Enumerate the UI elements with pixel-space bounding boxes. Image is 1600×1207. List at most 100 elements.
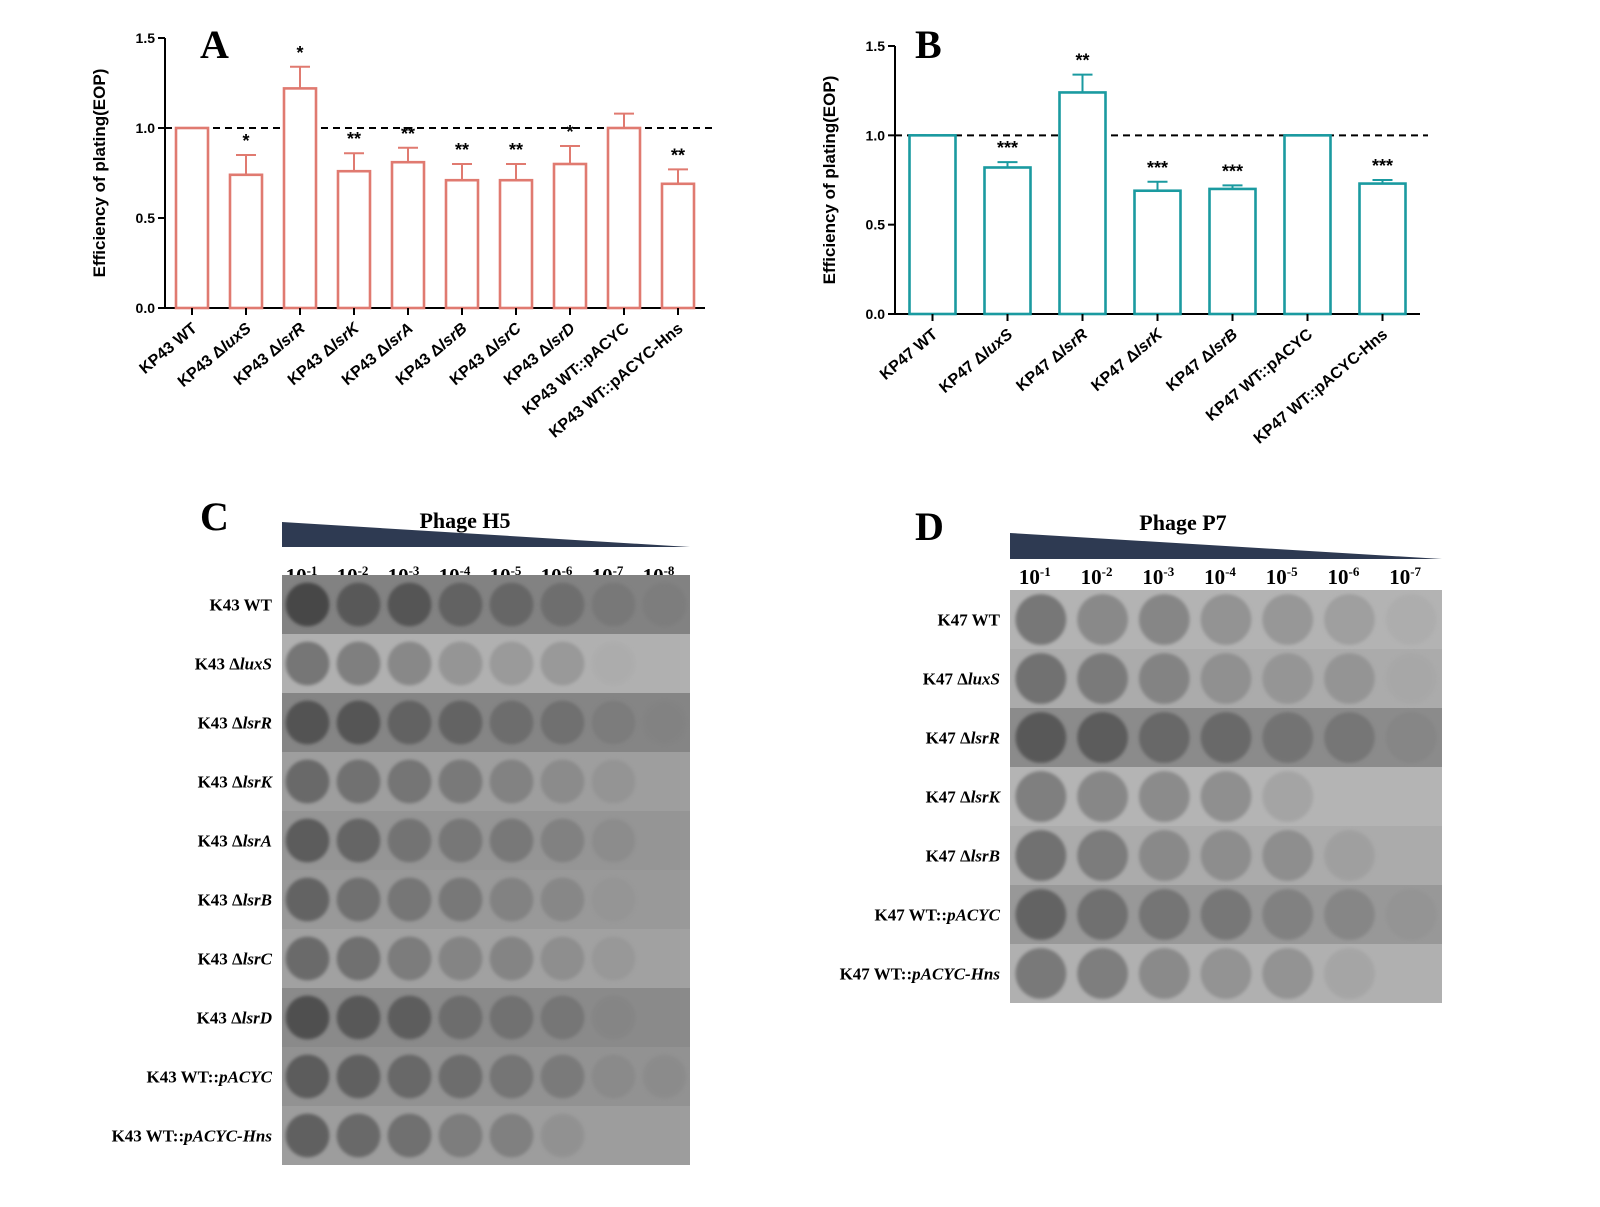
dilution-label: 10-1 — [1019, 564, 1051, 589]
plaque-spot — [1324, 594, 1375, 645]
x-tick-label-kp47-wt: KP47 WT — [877, 326, 941, 384]
plaque-spot — [1324, 830, 1375, 881]
plate-panel-d: D Phage P7 10-1 10-2 10-3 10-4 10-5 10-6 10-7 K… — [840, 504, 1442, 1003]
bar-kp43-lsrc — [498, 178, 534, 310]
dilution-label: 10-2 — [1081, 564, 1113, 589]
plaque-spot — [1262, 830, 1314, 881]
plaque-spot — [1324, 712, 1375, 763]
plaque-spot — [642, 1054, 687, 1099]
panel-letter-b: B — [915, 22, 942, 67]
plaque-spot — [285, 936, 330, 981]
plaque-spot — [1077, 712, 1128, 763]
y-tick-label-b: 0.5 — [866, 217, 886, 233]
plaque-spot — [540, 641, 585, 686]
bar-kp47-lsrr — [1058, 91, 1107, 316]
plaque-spot — [540, 759, 585, 804]
x-tick-label-kp47-lsrk: KP47 ΔlsrK — [1088, 325, 1167, 395]
plaque-spot — [1015, 830, 1067, 881]
bar-kp43-lsrr — [282, 87, 318, 310]
significance-kp43-luxs: * — [242, 131, 249, 151]
chart-panel-a: A Efficiency of plating(EOP) 0.0 0.5 1.0 1.5… — [90, 22, 713, 442]
significance-kp43-lsrk: ** — [347, 129, 361, 149]
plaque-spot — [1015, 889, 1067, 940]
row-label-k47-luxs: K47 ΔluxS — [923, 670, 1000, 689]
y-tick-label-a: 0.5 — [136, 210, 156, 226]
row-label-k43-wt-pacyc: K43 WT::pACYC — [147, 1068, 273, 1087]
plaque-spot — [1015, 948, 1067, 999]
plaque-spot — [438, 1113, 483, 1158]
plaque-spot — [489, 936, 534, 981]
significance-kp43-lsrr: * — [296, 43, 303, 63]
plaque-spot — [285, 818, 330, 863]
plaque-spot — [285, 641, 330, 686]
plaque-spot — [438, 818, 483, 863]
significance-kp47-lsrb: *** — [1222, 161, 1243, 181]
plaque-spot — [591, 995, 636, 1040]
plaque-spot — [387, 759, 432, 804]
plaque-spot — [1200, 594, 1252, 645]
plaque-spot — [1200, 889, 1252, 940]
bar-kp43-wt — [174, 126, 210, 310]
y-axis-title-b: Efficiency of plating(EOP) — [820, 76, 839, 285]
y-tick-label-b: 0.0 — [866, 306, 886, 322]
plaque-spot — [336, 818, 381, 863]
y-tick-label-a: 1.5 — [136, 30, 156, 46]
plaque-spot — [438, 582, 483, 627]
plaque-spot — [285, 877, 330, 922]
plaque-spot — [1138, 771, 1190, 822]
plaque-spot — [591, 877, 636, 922]
plaque-spot — [1077, 830, 1128, 881]
plaque-spot — [387, 995, 432, 1040]
y-tick-label-a: 0.0 — [136, 300, 156, 316]
bar-kp47-wt-pacyc-hns — [1358, 182, 1407, 316]
plaque-spot — [1138, 948, 1190, 999]
plaque-spot — [1262, 948, 1314, 999]
plaque-spot — [540, 1113, 585, 1158]
plaque-spot — [591, 1054, 636, 1099]
x-tick-label-kp47-wt-pacyc-hns: KP47 WT::pACYC-Hns — [1251, 326, 1391, 448]
plaque-spot — [285, 995, 330, 1040]
plaque-spot — [1077, 889, 1128, 940]
plaque-spot — [336, 700, 381, 745]
dilution-wedge-d — [1010, 533, 1442, 559]
dilution-label: 10-3 — [1142, 564, 1174, 589]
bar-kp43-wt-pacyc-hns — [660, 182, 696, 310]
bar-kp47-lsrb — [1208, 187, 1257, 316]
plaque-spot — [387, 936, 432, 981]
row-label-k47-wt-pacyc-hns: K47 WT::pACYC-Hns — [840, 965, 1001, 984]
significance-kp47-lsrk: *** — [1147, 158, 1168, 178]
plaque-spot — [336, 877, 381, 922]
plaque-spot — [1200, 948, 1252, 999]
plaque-spot — [489, 1113, 534, 1158]
significance-kp43-lsrd: * — [566, 122, 573, 142]
plaque-spot — [489, 582, 534, 627]
plaque-spot — [489, 818, 534, 863]
plaque-spot — [1015, 594, 1067, 645]
plaque-spot — [1200, 830, 1252, 881]
plaque-spot — [540, 877, 585, 922]
chart-panel-b: B Efficiency of plating(EOP) 0.0 0.5 1.0 1.5… — [820, 22, 1428, 448]
plaque-spot — [489, 877, 534, 922]
plaque-spot — [1138, 594, 1190, 645]
plaque-spot — [1077, 771, 1128, 822]
plaque-spot — [336, 582, 381, 627]
plaque-spot — [1385, 712, 1437, 763]
x-tick-label-kp47-luxs: KP47 ΔluxS — [936, 326, 1016, 397]
bar-kp47-wt-pacyc — [1283, 134, 1332, 316]
dilution-label: 10-5 — [1266, 564, 1298, 589]
plaque-spot — [1262, 889, 1314, 940]
plaque-spot — [387, 877, 432, 922]
plaque-spot — [387, 1054, 432, 1099]
plaque-spot — [591, 641, 636, 686]
plaque-spot — [489, 995, 534, 1040]
phage-title-d: Phage P7 — [1139, 510, 1226, 535]
plaque-spot — [1015, 771, 1067, 822]
plaque-spot — [387, 700, 432, 745]
plaque-spot — [438, 1054, 483, 1099]
plaque-spot — [438, 995, 483, 1040]
dilution-wedge-c — [282, 522, 690, 547]
plaque-spot — [1200, 771, 1252, 822]
plaque-spot — [1138, 830, 1190, 881]
row-label-k47-lsrb: K47 ΔlsrB — [926, 847, 1000, 866]
plaque-spot — [438, 759, 483, 804]
